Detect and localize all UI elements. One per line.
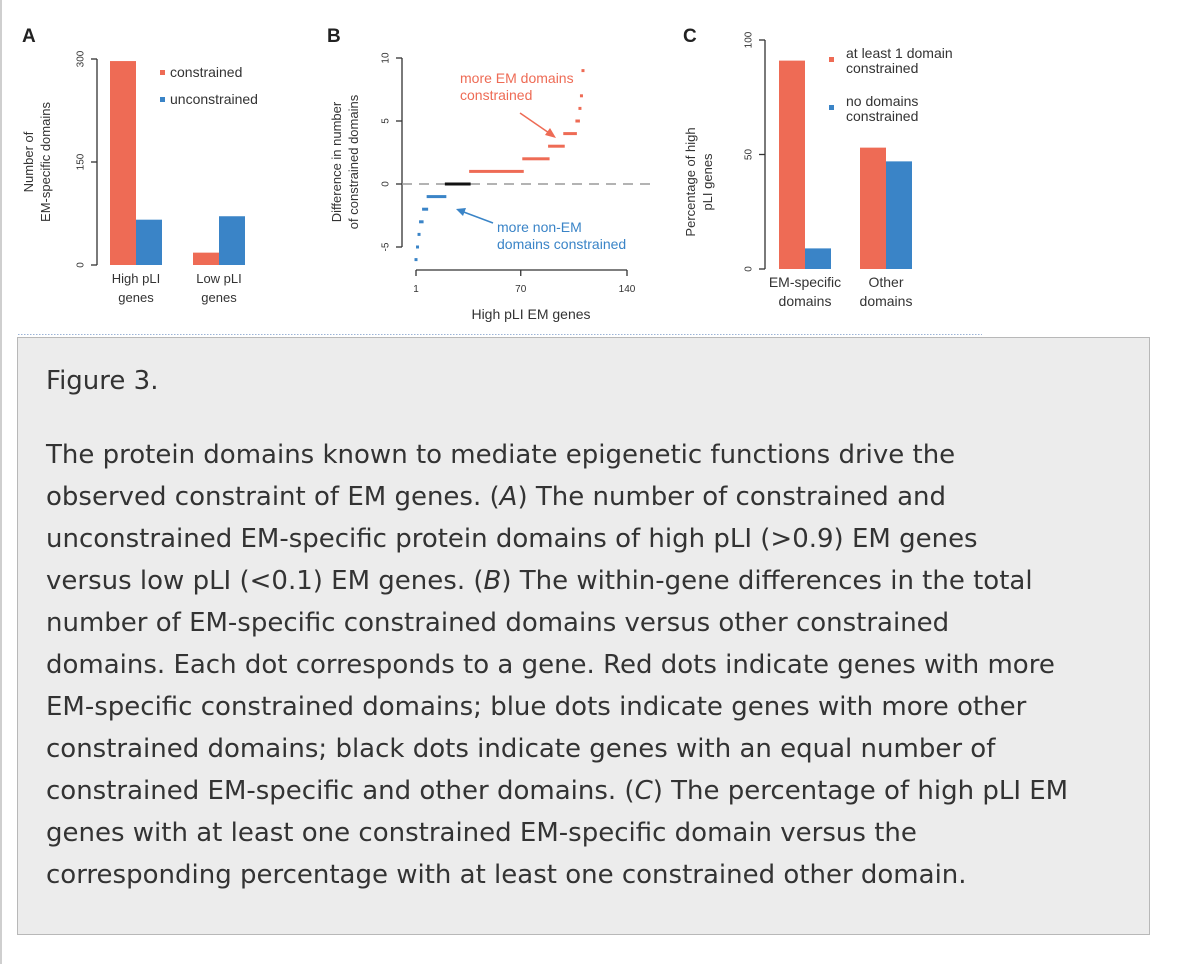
panel-c: C 0 50 100 Percentage of high pLI genes EM-sp…	[683, 26, 953, 309]
y-axis-label: Difference in number of constrained domai…	[329, 94, 361, 229]
y-tick-label: 50	[744, 149, 755, 161]
legend-label: at least 1 domain constrained	[846, 45, 953, 76]
caption-line: versus low pLI (<0.1) EM genes. (B) The …	[46, 566, 1033, 596]
caption-line: unconstrained EM-specific protein domain…	[46, 524, 978, 554]
caption-line: domains. Each dot corresponds to a gene.…	[46, 650, 1055, 680]
gene-dot-blue	[416, 245, 420, 249]
bar-series-1	[860, 147, 886, 269]
annotation-more-em: more EM domains constrained	[460, 70, 574, 103]
bar-constrained	[110, 61, 136, 266]
gene-dot-blue	[414, 258, 418, 262]
legend-label: unconstrained	[170, 91, 258, 107]
gene-dot-red	[563, 132, 577, 136]
y-tick-label: 0	[76, 262, 87, 268]
caption-line: number of EM-specific constrained domain…	[46, 608, 950, 638]
gene-dot-blue	[417, 232, 421, 236]
legend-marker	[829, 105, 834, 110]
gene-dot-red	[548, 144, 565, 148]
y-tick-label: 150	[76, 153, 87, 170]
panel-letter: B	[327, 26, 341, 47]
gene-dot-red	[581, 69, 585, 73]
y-tick-label: 100	[744, 31, 755, 48]
caption-line: constrained domains; black dots indicate…	[46, 734, 996, 764]
gene-dot-blue	[426, 195, 447, 199]
legend-marker	[160, 97, 165, 102]
annotation-arrow	[519, 112, 553, 136]
x-tick-label: Other domains	[860, 274, 913, 309]
panel-letter: A	[22, 26, 36, 47]
y-axis-label: Percentage of high pLI genes	[683, 127, 715, 236]
x-tick-label: Low pLI genes	[196, 271, 242, 305]
gene-dot-red	[578, 106, 582, 110]
y-tick-label: 0	[381, 181, 392, 187]
legend-marker	[829, 57, 834, 62]
caption-line: The protein domains known to mediate epi…	[46, 440, 956, 470]
bar-constrained	[193, 252, 219, 265]
bar-series-2	[886, 161, 912, 269]
y-tick-label: 0	[744, 266, 755, 272]
x-tick-label: 140	[619, 284, 636, 295]
annotation-arrow	[460, 210, 494, 224]
x-tick-label: High pLI genes	[112, 271, 160, 305]
bar-unconstrained	[136, 219, 162, 265]
caption-text: The protein domains known to mediate epi…	[46, 434, 1141, 896]
annotation-arrowhead	[456, 208, 466, 216]
caption-line: EM-specific constrained domains; blue do…	[46, 692, 1027, 722]
x-tick-label: EM-specific domains	[769, 274, 841, 309]
y-tick-label: 300	[76, 50, 87, 67]
gene-dot-red	[522, 157, 550, 161]
panel-a: A 0 150 300 Number of EM-specific domains Hig…	[21, 26, 258, 305]
x-tick-label: 70	[515, 284, 527, 295]
legend-label: no domains constrained	[846, 93, 918, 124]
y-tick-label: 10	[381, 52, 392, 64]
legend-label: constrained	[170, 64, 242, 80]
left-border	[0, 0, 2, 964]
caption-line: observed constraint of EM genes. (A) The…	[46, 482, 946, 512]
bar-series-2	[805, 248, 831, 269]
caption-line: corresponding percentage with at least o…	[46, 860, 967, 890]
gene-dot-red	[579, 94, 583, 98]
y-tick-label: -5	[381, 242, 392, 251]
annotation-arrowhead	[545, 128, 556, 138]
gene-dot-black	[444, 182, 471, 186]
panel-letter: C	[683, 26, 697, 47]
bar-series-1	[779, 60, 805, 269]
y-axis-label: Number of EM-specific domains	[21, 102, 53, 222]
x-tick-label: 1	[413, 284, 419, 295]
caption-title: Figure 3.	[46, 366, 159, 396]
x-axis-label: High pLI EM genes	[471, 306, 590, 322]
gene-dot-red	[575, 119, 580, 123]
legend-marker	[160, 70, 165, 75]
caption-line: constrained EM-specific and other domain…	[46, 776, 1069, 806]
y-tick-label: 5	[381, 118, 392, 124]
annotation-more-non-em: more non-EM domains constrained	[497, 219, 626, 252]
gene-dot-blue	[422, 207, 429, 211]
bar-unconstrained	[219, 216, 245, 265]
gene-dot-red	[469, 169, 524, 173]
gene-dot-blue	[419, 220, 424, 224]
panel-b: B -5 0 5 10 1 70 140 High pLI EM genes Differenc…	[327, 26, 650, 322]
caption-box: Figure 3. The protein domains known to m…	[17, 337, 1150, 935]
caption-line: genes with at least one constrained EM-s…	[46, 818, 917, 848]
